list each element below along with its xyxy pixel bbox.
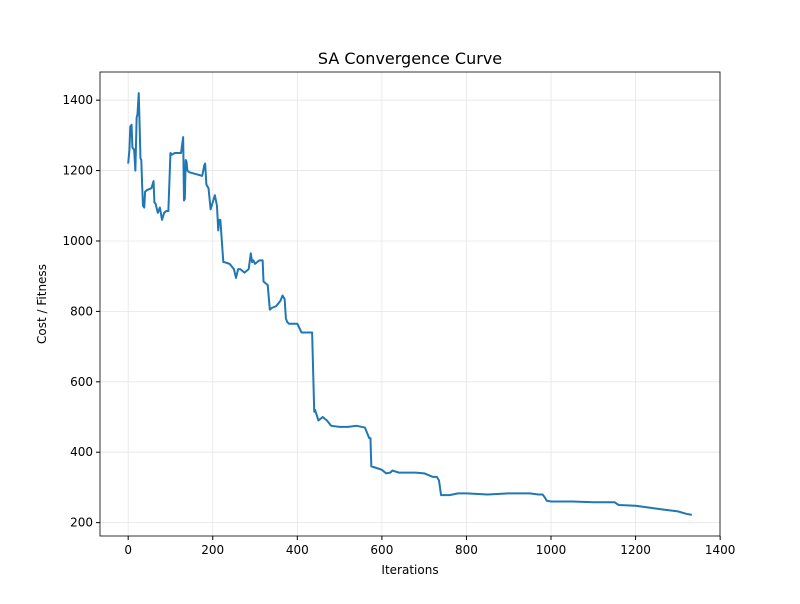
line-series (127, 92, 693, 516)
x-tick-label: 800 (455, 543, 478, 557)
y-tick-label: 1400 (62, 93, 93, 107)
y-axis-label: Cost / Fitness (35, 264, 49, 344)
y-tick-label: 1000 (62, 234, 93, 248)
x-tick-label: 1200 (620, 543, 651, 557)
plot-frame (99, 71, 721, 537)
x-tick-label: 1000 (536, 543, 567, 557)
x-tick-label: 400 (286, 543, 309, 557)
y-tick-label: 400 (70, 445, 93, 459)
x-tick-label: 200 (201, 543, 224, 557)
y-tick-label: 1200 (62, 164, 93, 178)
x-axis-label: Iterations (381, 563, 438, 577)
x-tick-label: 1400 (705, 543, 736, 557)
y-tick-label: 800 (70, 304, 93, 318)
y-tick-label: 600 (70, 375, 93, 389)
chart-title: SA Convergence Curve (318, 49, 502, 68)
x-tick-label: 0 (124, 543, 132, 557)
x-tick-label: 600 (370, 543, 393, 557)
y-tick-label: 200 (70, 516, 93, 530)
